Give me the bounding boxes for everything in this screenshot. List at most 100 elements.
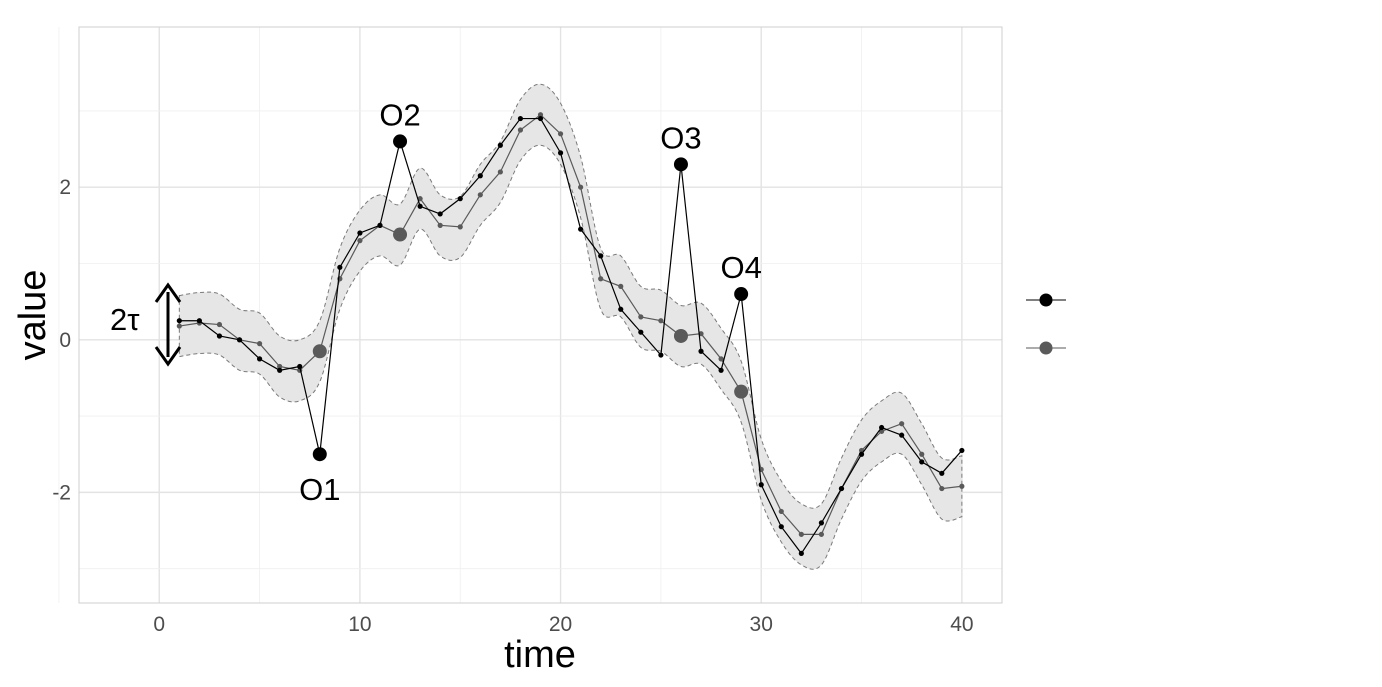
observed-point [838,485,845,492]
y-tick-label: 0 [59,329,71,352]
smoothed-point [477,192,483,198]
observed-point [457,196,463,202]
smoothed-point [658,318,664,324]
observed-point [256,356,263,362]
observed-point [858,451,865,457]
smoothed-point [919,451,925,457]
y-tick-label: -2 [52,481,71,504]
tau-annotation: 2τ [110,282,182,367]
observed-point [417,203,423,209]
observed-point [377,222,383,228]
smoothed-point [216,321,223,328]
smoothed-point [417,196,423,202]
observed-point [216,333,223,339]
observed-point [778,524,784,530]
outlier-label: O4 [720,250,761,285]
outlier-observed-point [673,157,688,172]
observed-point [337,264,343,270]
outlier-observed-point [312,447,327,462]
x-axis-title: time [504,634,576,676]
outlier-label: O2 [379,97,420,132]
smoothed-point [638,314,644,320]
legend [1026,293,1066,355]
observed-point [176,318,182,324]
smoothed-point [517,127,524,133]
smoothed-point [437,222,443,228]
x-tick-label: 40 [950,613,973,636]
smoothed-point [899,421,905,427]
smoothed-line [179,113,962,535]
observed-point [578,226,584,232]
smoothed-point [457,224,463,230]
smoothed-point [778,508,784,515]
smoothed-point [277,363,283,370]
smoothed-point [798,531,804,537]
x-axis-ticks: 0 10 20 30 40 [153,613,973,636]
observed-point [758,482,764,488]
observed-point [357,230,363,236]
smoothed-point [959,483,965,489]
confidence-band [178,83,963,570]
observed-point [497,142,503,148]
outlier-layer: O1 O2 O3 O4 [299,97,762,507]
y-tick-label: 2 [59,176,71,199]
y-axis-title: value [12,270,54,361]
observed-point [658,352,664,358]
observed-point [618,306,624,312]
observed-point [959,447,965,454]
legend-key-smoothed-point [1039,341,1053,355]
smoothed-point [256,341,263,347]
smoothed-point [818,531,825,537]
series-layer [176,112,965,557]
observed-point [899,432,905,438]
observed-point [196,318,202,324]
observed-point [638,329,644,335]
legend-key-observed-point [1039,293,1053,307]
smoothed-point [497,169,503,175]
observed-point [477,173,483,179]
smoothed-point [357,238,363,244]
observed-point [939,470,945,476]
tau-arrow-head-down [154,346,182,367]
observed-point [879,424,885,431]
observed-point [718,367,724,373]
plot-panel-border [78,26,1003,604]
y-axis-ticks: -2 0 2 [52,176,71,504]
smoothed-point [557,131,564,137]
tau-arrow-head-up [154,282,182,303]
observed-point [598,253,604,259]
outlier-smoothed-point [673,328,688,343]
smoothed-point [939,485,945,492]
observed-point [557,150,564,156]
outlier-label: O1 [299,472,340,507]
observed-point [517,115,524,122]
observed-point [537,115,544,122]
smoothed-point [537,112,544,118]
observed-point [297,363,303,370]
x-tick-label: 30 [750,613,773,636]
observed-point [277,367,283,373]
x-tick-label: 20 [549,613,572,636]
outlier-observed-point [734,287,749,302]
observed-line [179,117,963,555]
outlier-label: O3 [660,120,701,155]
smoothed-point [176,323,182,329]
outlier-observed-point [393,134,408,149]
outlier-smoothed-point [393,227,408,242]
smoothed-point [618,283,624,289]
observed-point [818,520,825,526]
outlier-smoothed-point [734,384,749,399]
tau-label: 2τ [110,302,140,337]
outlier-smoothed-point [312,344,327,359]
smoothed-point [598,276,604,282]
observed-point [236,337,243,343]
observed-point [798,550,804,557]
x-tick-label: 0 [153,613,165,636]
x-tick-label: 10 [348,613,371,636]
observed-point [698,348,704,354]
smoothed-point [718,356,724,362]
observed-point [919,459,925,465]
observed-point [437,211,443,217]
smoothed-point [578,184,584,190]
